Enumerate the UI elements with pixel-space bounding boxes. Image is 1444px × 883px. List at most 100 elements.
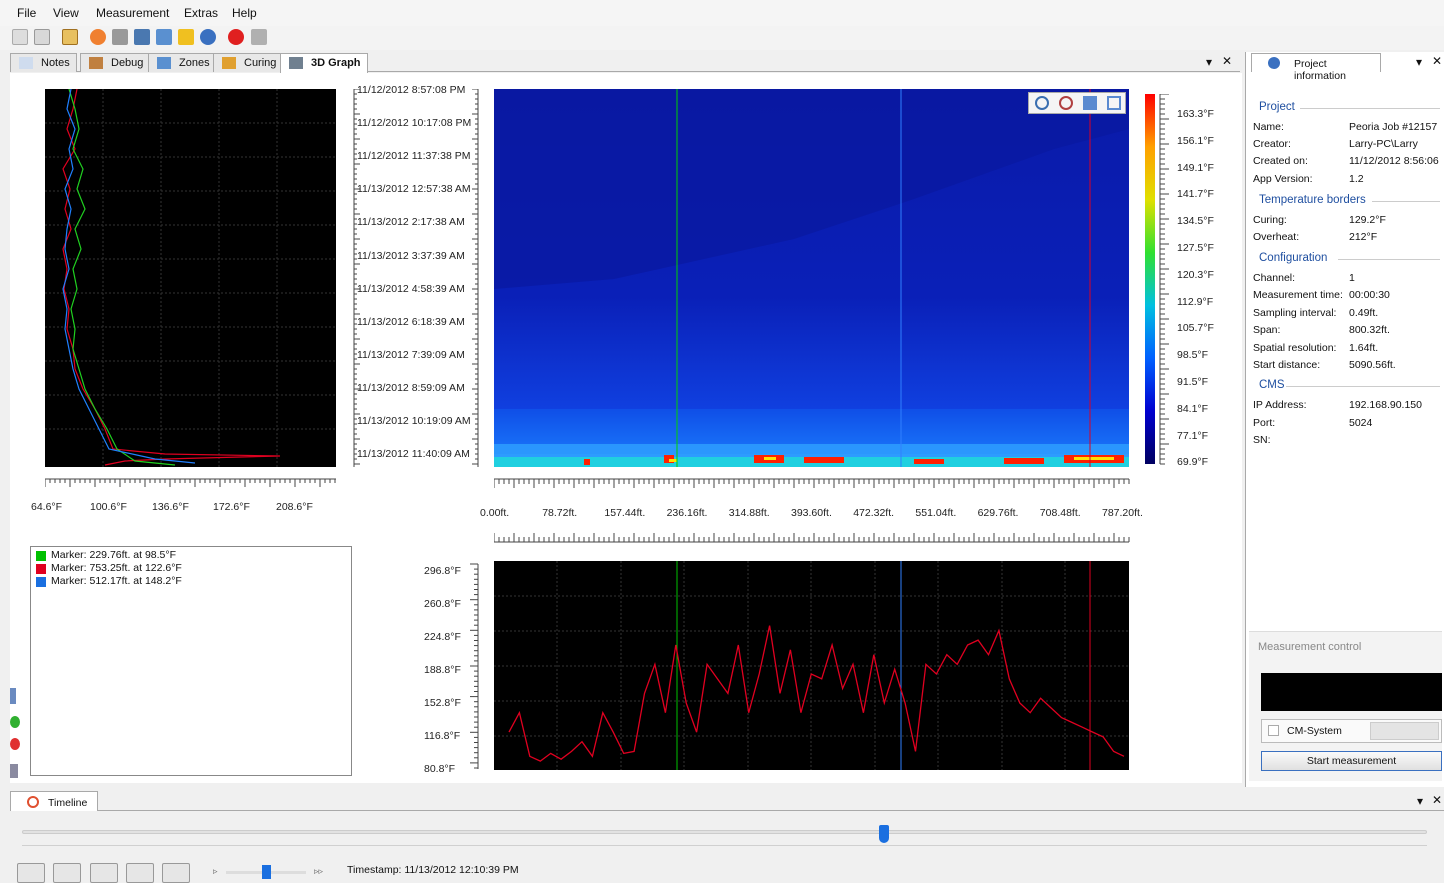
- profile-x-tick: 100.6°F: [90, 501, 127, 513]
- value-spatial-resolution: 1.64ft.: [1349, 342, 1379, 354]
- marker-text: Marker: 512.17ft. at 148.2°F: [51, 575, 182, 587]
- profile-x-tick: 172.6°F: [213, 501, 250, 513]
- time-axis-tick: 11/13/2012 4:58:39 AM: [357, 282, 465, 295]
- colorbar-tick: 120.3°F: [1177, 268, 1214, 281]
- zoom-out-icon[interactable]: [1059, 96, 1073, 110]
- tab-label: Curing: [244, 57, 277, 69]
- marker-row-red[interactable]: Marker: 753.25ft. at 122.6°F: [33, 562, 349, 575]
- pane-dropdown-icon[interactable]: ▾: [1206, 55, 1213, 69]
- value-creator: Larry-PC\Larry: [1349, 138, 1418, 150]
- panel-close-icon[interactable]: ✕: [1432, 54, 1443, 68]
- marker-row-green[interactable]: Marker: 229.76ft. at 98.5°F: [33, 549, 349, 562]
- record-icon[interactable]: [228, 29, 244, 45]
- value-port: 5024: [1349, 417, 1373, 429]
- panel-dropdown-icon[interactable]: ▾: [1416, 55, 1423, 69]
- profile-x-tick: 208.6°F: [276, 501, 313, 513]
- colorbar-tick: 156.1°F: [1177, 134, 1214, 147]
- colorbar: [1145, 94, 1155, 464]
- menu-view[interactable]: View: [53, 6, 79, 20]
- prev-frame-button[interactable]: [53, 863, 81, 883]
- line-chart: [494, 561, 1129, 770]
- device-icon[interactable]: [112, 29, 128, 45]
- export-icon[interactable]: [1107, 96, 1121, 110]
- timeline-track[interactable]: [22, 830, 1427, 834]
- timeline-tab[interactable]: Timeline: [10, 791, 98, 811]
- menu-file[interactable]: File: [17, 6, 37, 20]
- start-measurement-button[interactable]: Start measurement: [1261, 751, 1442, 771]
- side-remove-icon[interactable]: [10, 738, 20, 750]
- menu-measurement[interactable]: Measurement: [96, 6, 170, 20]
- tab-label: Debug: [111, 57, 144, 69]
- folder-icon[interactable]: [62, 29, 78, 45]
- pane-close-icon[interactable]: ✕: [1222, 54, 1233, 68]
- marker-row-blue[interactable]: Marker: 512.17ft. at 148.2°F: [33, 575, 349, 588]
- side-tool-icon[interactable]: [10, 688, 16, 704]
- timeline-close-icon[interactable]: ✕: [1432, 793, 1443, 807]
- cm-system-field[interactable]: [1370, 722, 1439, 740]
- label-start-distance: Start distance:: [1253, 359, 1321, 371]
- zoom-in-icon[interactable]: [1035, 96, 1049, 110]
- colorbar-tick: 112.9°F: [1177, 295, 1214, 308]
- label-name: Name:: [1253, 121, 1284, 133]
- side-edit-icon[interactable]: [10, 764, 18, 778]
- distance-axis-tick: 0.00ft.: [480, 507, 510, 519]
- notes-icon: [19, 57, 33, 69]
- label-span: Span:: [1253, 324, 1281, 336]
- label-app-version: App Version:: [1253, 173, 1313, 185]
- time-axis-tick: 11/13/2012 3:37:39 AM: [357, 249, 465, 262]
- tab-curing[interactable]: Curing: [213, 53, 284, 72]
- cm-system-checkbox[interactable]: [1268, 725, 1279, 736]
- toolbar: [0, 26, 1444, 50]
- label-creator: Creator:: [1253, 138, 1291, 150]
- tab-debug[interactable]: Debug: [80, 53, 151, 72]
- first-frame-button[interactable]: [17, 863, 45, 883]
- monitor-icon[interactable]: [134, 29, 150, 45]
- line-y-tick: 152.8°F: [424, 697, 461, 709]
- stop-icon[interactable]: [251, 29, 267, 45]
- project-info-tab[interactable]: Project information: [1251, 53, 1381, 82]
- side-add-icon[interactable]: [10, 716, 20, 728]
- colorbar-tick: 163.3°F: [1177, 108, 1214, 120]
- time-axis-tick: 11/13/2012 11:40:09 AM: [357, 448, 470, 461]
- graph-icon: [289, 57, 303, 69]
- new-icon[interactable]: [12, 29, 28, 45]
- marker-swatch: [36, 564, 46, 574]
- speed-up-icon[interactable]: ▹▹: [314, 866, 324, 876]
- line-y-tick: 224.8°F: [424, 631, 461, 643]
- report-icon[interactable]: [178, 29, 194, 45]
- settings-icon[interactable]: [90, 29, 106, 45]
- measurement-control-title: Measurement control: [1258, 641, 1362, 653]
- open-icon[interactable]: [34, 29, 50, 45]
- profile-series-red: [62, 88, 281, 466]
- tab-label: 3D Graph: [311, 57, 361, 69]
- copy-icon[interactable]: [1083, 96, 1097, 110]
- status-display: [1261, 673, 1442, 711]
- colorbar-tick: 91.5°F: [1177, 376, 1209, 388]
- network-icon[interactable]: [156, 29, 172, 45]
- timeline-thumb[interactable]: [879, 825, 889, 843]
- info-icon[interactable]: [200, 29, 216, 45]
- next-frame-button[interactable]: [126, 863, 154, 883]
- line-y-tick: 80.8°F: [424, 763, 456, 775]
- timeline-dropdown-icon[interactable]: ▾: [1417, 794, 1424, 808]
- tab-3d-graph[interactable]: 3D Graph: [280, 53, 368, 73]
- speed-down-icon[interactable]: ▹: [213, 866, 218, 876]
- colorbar-axis: [1159, 94, 1169, 465]
- last-frame-button[interactable]: [162, 863, 190, 883]
- speed-slider-thumb[interactable]: [262, 865, 271, 879]
- profile-chart: [45, 88, 336, 467]
- marker-swatch: [36, 577, 46, 587]
- label-port: Port:: [1253, 417, 1276, 429]
- info-icon: [1268, 57, 1280, 69]
- colorbar-tick: 98.5°F: [1177, 349, 1209, 362]
- play-button[interactable]: [90, 863, 118, 883]
- menu-extras[interactable]: Extras: [184, 6, 219, 20]
- heatmap: [494, 89, 1129, 467]
- menu-help[interactable]: Help: [232, 6, 257, 20]
- line-chart-svg: [494, 561, 1129, 770]
- tab-label: Zones: [179, 57, 210, 69]
- label-overheat: Overheat:: [1253, 231, 1300, 243]
- label-spatial-resolution: Spatial resolution:: [1253, 342, 1337, 354]
- tab-notes[interactable]: Notes: [10, 53, 77, 72]
- tab-zones[interactable]: Zones: [148, 53, 217, 72]
